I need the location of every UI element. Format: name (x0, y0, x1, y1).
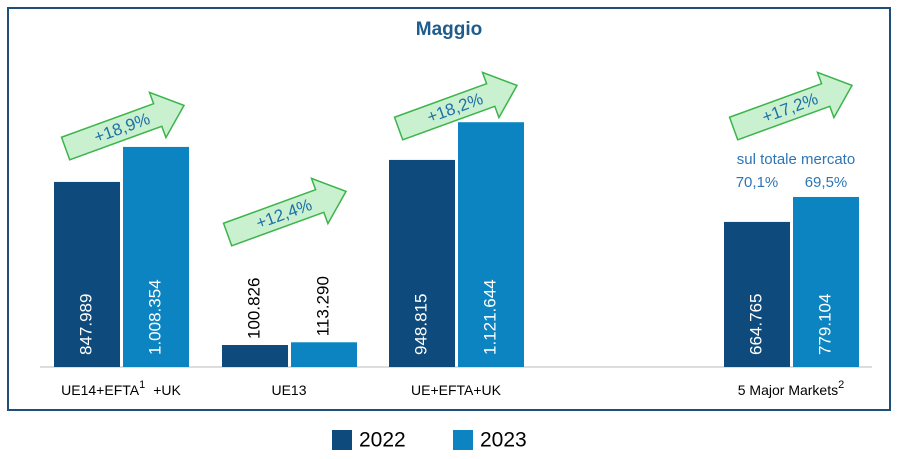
value-label: 948.815 (411, 294, 430, 355)
value-label: 1.008.354 (145, 279, 164, 355)
footnote-mark: 2 (838, 379, 844, 391)
value-label: 847.989 (76, 294, 95, 355)
category-name: UE+EFTA+UK (411, 382, 502, 398)
footnote-mark: 1 (139, 379, 145, 391)
value-label: 113.290 (313, 276, 332, 336)
category-name: UE14+EFTA (61, 382, 140, 398)
category-name: 5 Major Markets (738, 382, 838, 398)
x-tick-label: UE13 (271, 382, 306, 398)
bar (793, 196, 859, 367)
share-label: 70,1% (736, 174, 779, 191)
value-label: 100.826 (244, 278, 263, 339)
x-tick-label: UE14+EFTA1 +UK (61, 379, 181, 398)
value-label: 1.121.644 (480, 279, 499, 355)
arrow-shape (60, 91, 186, 161)
bar (389, 159, 455, 367)
legend-label: 2023 (480, 429, 527, 452)
value-label: 664.765 (746, 294, 765, 355)
legend-swatch (453, 430, 473, 450)
legend-swatch (332, 430, 352, 450)
x-tick-label: UE+EFTA+UK (411, 382, 502, 398)
bar (222, 344, 288, 367)
chart-title: Maggio (416, 19, 483, 40)
bar (291, 342, 357, 367)
bar (458, 122, 524, 367)
category-name: UE13 (271, 382, 306, 398)
arrow-shape (728, 71, 854, 141)
bar (54, 181, 120, 367)
growth-arrow: +18,9% (60, 91, 186, 161)
bar (123, 146, 189, 367)
value-label: 779.104 (815, 294, 834, 355)
share-label: 69,5% (805, 174, 848, 191)
bar (724, 221, 790, 367)
share-note-title: sul totale mercato (737, 151, 855, 168)
category-suffix: +UK (153, 382, 181, 398)
x-tick-label: 5 Major Markets2 (738, 379, 844, 398)
arrow-shape (222, 177, 348, 247)
legend-label: 2022 (359, 429, 406, 452)
arrow-shape (393, 71, 519, 141)
